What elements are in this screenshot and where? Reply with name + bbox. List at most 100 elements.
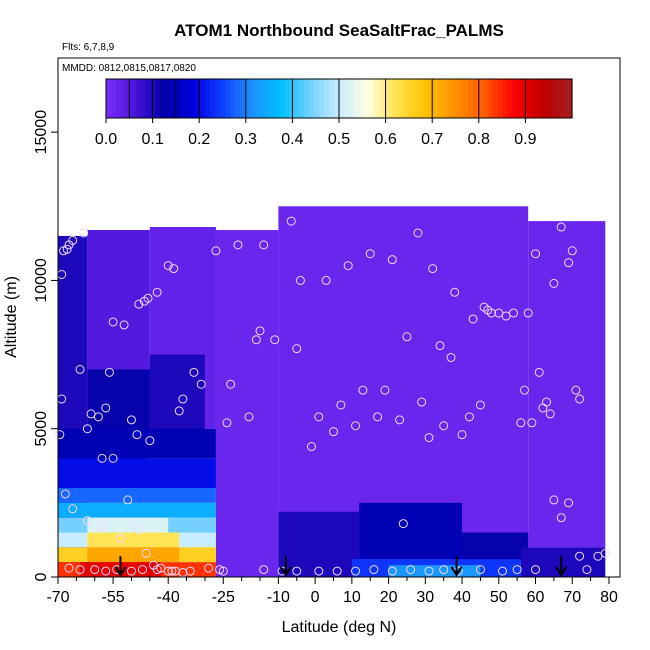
colorbar-segment bbox=[512, 79, 519, 118]
colorbar-segment bbox=[557, 79, 563, 118]
data-point bbox=[60, 489, 70, 499]
data-point bbox=[575, 394, 585, 404]
colorbar-frame bbox=[105, 78, 573, 119]
data-point bbox=[189, 367, 199, 377]
colorbar-segment bbox=[175, 79, 181, 118]
data-point bbox=[134, 525, 144, 535]
flight-marker-arrowhead bbox=[450, 566, 463, 577]
colorbar-segment bbox=[135, 79, 142, 118]
data-point bbox=[475, 565, 485, 575]
data-point bbox=[395, 415, 405, 425]
colorbar-segment bbox=[274, 79, 281, 118]
data-point bbox=[196, 379, 206, 389]
colorbar-segment bbox=[537, 79, 543, 118]
data-point bbox=[343, 261, 353, 271]
colorbar-segment bbox=[130, 79, 137, 118]
data-point bbox=[387, 566, 397, 576]
data-point bbox=[450, 287, 460, 297]
colorbar-tick-label: 0.9 bbox=[514, 131, 536, 148]
data-point bbox=[556, 513, 566, 523]
data-point bbox=[75, 364, 85, 374]
colorbar-segment bbox=[205, 79, 211, 118]
colorbar-segment bbox=[185, 79, 191, 118]
plot-frame bbox=[57, 57, 621, 578]
colorbar-segment bbox=[423, 79, 429, 118]
data-point bbox=[531, 249, 541, 259]
data-point bbox=[169, 264, 179, 274]
data-point bbox=[542, 397, 552, 407]
colorbar-segment bbox=[195, 79, 201, 118]
data-point bbox=[475, 400, 485, 410]
data-point bbox=[424, 433, 434, 443]
data-point bbox=[178, 394, 188, 404]
data-point bbox=[143, 293, 153, 303]
data-point bbox=[497, 566, 507, 576]
data-point bbox=[564, 258, 574, 268]
colorbar-segment bbox=[210, 79, 216, 118]
data-point bbox=[137, 565, 147, 575]
data-point bbox=[255, 326, 265, 336]
colorbar-segment bbox=[453, 79, 459, 118]
colorbar-segment bbox=[343, 79, 350, 118]
data-point bbox=[567, 246, 577, 256]
colorbar-tick-label: 0.3 bbox=[235, 131, 257, 148]
colorbar-segment bbox=[284, 79, 291, 118]
y-tick-label: 15000 bbox=[33, 110, 50, 155]
data-point bbox=[398, 519, 408, 529]
x-tick-label: 10 bbox=[343, 589, 361, 606]
x-tick-label: 50 bbox=[490, 589, 508, 606]
x-tick-label: 70 bbox=[563, 589, 581, 606]
data-point bbox=[68, 235, 78, 245]
data-point bbox=[163, 261, 173, 271]
x-tick-label: -55 bbox=[102, 589, 125, 606]
colorbar-segment bbox=[482, 79, 489, 118]
colorbar-segment bbox=[125, 79, 132, 118]
heatmap-cell bbox=[87, 517, 169, 533]
data-point bbox=[508, 308, 518, 318]
colorbar-segment bbox=[477, 79, 484, 118]
dates-annotation: MMDD: 0812,0815,0817,0820 bbox=[62, 63, 196, 74]
data-point bbox=[90, 565, 100, 575]
data-point bbox=[571, 385, 581, 395]
data-point bbox=[123, 495, 133, 505]
colorbar-segment bbox=[428, 79, 434, 118]
colorbar-segment bbox=[562, 79, 568, 118]
colorbar-segment bbox=[368, 79, 375, 118]
data-point bbox=[68, 504, 78, 514]
x-tick-label: 60 bbox=[527, 589, 545, 606]
heatmap-cell bbox=[278, 511, 360, 577]
colorbar-segment bbox=[220, 79, 226, 118]
colorbar-segment bbox=[190, 79, 196, 118]
colorbar-segment bbox=[403, 79, 410, 118]
heatmap-cell bbox=[462, 532, 529, 563]
data-point bbox=[358, 385, 368, 395]
colorbar-segment bbox=[314, 79, 320, 118]
colorbar-segment bbox=[200, 79, 206, 118]
data-point bbox=[457, 430, 467, 440]
flight-marker-arrowhead bbox=[279, 566, 292, 577]
colorbar-segment bbox=[527, 79, 533, 118]
data-point bbox=[406, 565, 416, 575]
heatmap-cell bbox=[58, 488, 216, 503]
data-point bbox=[286, 216, 296, 226]
colorbar-tick-label: 0.2 bbox=[188, 131, 210, 148]
data-point bbox=[295, 275, 305, 285]
colorbar-segment bbox=[457, 79, 464, 118]
data-point bbox=[369, 565, 379, 575]
data-point bbox=[218, 566, 228, 576]
data-point bbox=[259, 565, 269, 575]
data-point bbox=[575, 551, 585, 561]
data-point bbox=[134, 299, 144, 309]
data-point bbox=[582, 565, 592, 575]
data-point bbox=[226, 379, 236, 389]
data-point bbox=[373, 412, 383, 422]
colorbar-segment bbox=[378, 79, 385, 118]
data-point bbox=[222, 418, 232, 428]
data-point bbox=[564, 498, 574, 508]
colorbar-tick-label: 0.5 bbox=[328, 131, 350, 148]
colorbar-segment bbox=[567, 79, 573, 118]
y-axis-label: Altitude (m) bbox=[3, 276, 20, 358]
colorbar-segment bbox=[115, 79, 122, 118]
colorbar-tick-label: 0.0 bbox=[95, 131, 117, 148]
colorbar-segment bbox=[492, 79, 499, 118]
